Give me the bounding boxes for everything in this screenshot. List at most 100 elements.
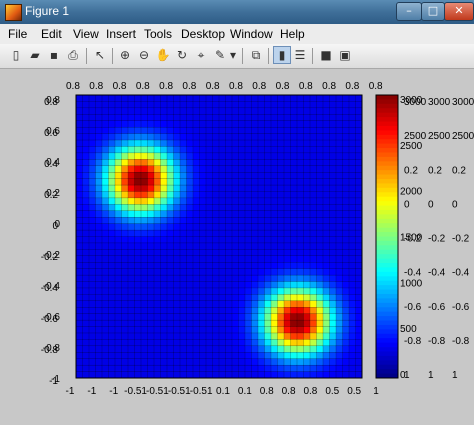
heatmap-cell <box>303 281 311 289</box>
colorbar-segment <box>376 249 398 255</box>
heatmap-cell <box>303 139 311 147</box>
minimize-button[interactable]: – <box>396 2 422 21</box>
heatmap-cell <box>244 255 252 263</box>
heatmap-cell <box>309 274 317 282</box>
heatmap-cell <box>355 217 363 225</box>
brush-dropdown-icon[interactable]: ▾ <box>229 48 237 62</box>
colorbar-segment <box>376 369 398 374</box>
heatmap-cell <box>88 345 96 353</box>
heatmap-cell <box>322 197 330 205</box>
heatmap-cell <box>270 229 278 237</box>
heatmap-cell <box>95 107 103 115</box>
heatmap-cell <box>95 133 103 141</box>
heatmap-cell <box>238 313 246 321</box>
heatmap-cell <box>342 152 350 160</box>
heatmap-cell <box>277 191 285 199</box>
heatmap-cell <box>244 139 252 147</box>
heatmap-cell <box>264 197 272 205</box>
zoom-out-icon[interactable]: ⊖ <box>138 48 150 62</box>
menu-help[interactable]: Help <box>280 27 305 41</box>
heatmap-cell <box>147 345 155 353</box>
heatmap-cell <box>231 281 239 289</box>
close-button[interactable]: ✕ <box>444 2 474 21</box>
heatmap-cell <box>218 352 226 360</box>
heatmap-cell <box>355 94 363 102</box>
heatmap-cell <box>140 345 148 353</box>
colorbar-segment <box>376 201 398 206</box>
y-tick-label: -0.4 <box>43 281 61 292</box>
heatmap-cell <box>179 287 187 295</box>
data-cursor-icon[interactable]: ⌖ <box>197 48 205 62</box>
heatmap-cell <box>348 287 356 295</box>
heatmap-cell <box>166 307 174 315</box>
colorbar-segment <box>376 293 398 299</box>
heatmap-cell <box>75 101 83 109</box>
show-plot-tools-icon[interactable]: ▣ <box>339 48 351 62</box>
rotate-3d-icon[interactable]: ↻ <box>176 48 188 62</box>
insert-legend-icon[interactable]: ☰ <box>294 48 306 62</box>
heatmap-cell <box>303 294 311 302</box>
heatmap-cell <box>179 358 187 366</box>
menu-insert[interactable]: Insert <box>106 27 137 41</box>
link-plot-icon[interactable]: ⧉ <box>251 48 261 62</box>
heatmap-cell <box>283 107 291 115</box>
heatmap-cell <box>166 287 174 295</box>
heatmap-cell <box>166 178 174 186</box>
heatmap-cell <box>173 146 181 154</box>
heatmap-cell <box>225 364 233 373</box>
colorbar-segment <box>376 342 398 348</box>
colorbar-tick-label: 2000 <box>400 187 423 198</box>
pan-icon[interactable]: ✋ <box>155 48 171 62</box>
menu-bar: File Edit View Insert Tools Desktop Wind… <box>0 24 474 44</box>
new-figure-icon[interactable]: ▯ <box>12 48 20 62</box>
menu-desktop[interactable]: Desktop <box>181 27 226 41</box>
heatmap-cell <box>173 339 181 347</box>
heatmap-cell <box>342 352 350 360</box>
heatmap-cell <box>101 371 109 379</box>
heatmap-cell <box>134 126 142 135</box>
heatmap-cell <box>108 332 116 340</box>
heatmap-cell <box>212 126 220 135</box>
heatmap-cell <box>225 152 233 160</box>
hide-plot-tools-icon[interactable]: ■ <box>320 48 332 62</box>
colorbar-segment <box>376 223 398 229</box>
menu-file[interactable]: File <box>8 27 28 41</box>
open-file-icon[interactable]: ▰ <box>30 48 40 62</box>
menu-edit[interactable]: Edit <box>41 27 62 41</box>
print-icon[interactable]: ⎙ <box>68 48 78 62</box>
heatmap-cell <box>212 184 220 192</box>
heatmap-cell <box>186 101 194 109</box>
zoom-in-icon[interactable]: ⊕ <box>119 48 131 62</box>
heatmap-cell <box>296 287 304 295</box>
heatmap-cell <box>218 358 226 366</box>
heatmap-cell <box>244 191 252 199</box>
heatmap-cell <box>342 262 350 270</box>
heatmap-cell <box>82 300 90 308</box>
heatmap-cell <box>179 197 187 205</box>
menu-window[interactable]: Window <box>230 27 273 41</box>
colorbar-side-label: -0.4 <box>428 268 446 279</box>
maximize-button[interactable]: □ <box>421 2 445 21</box>
heatmap-cell <box>238 184 246 192</box>
heatmap-cell <box>153 339 161 347</box>
heatmap-cell <box>283 191 291 199</box>
menu-view[interactable]: View <box>73 27 99 41</box>
colorbar-segment <box>376 316 398 321</box>
insert-colorbar-icon[interactable]: ▮ <box>273 46 291 64</box>
heatmap-cell <box>270 274 278 282</box>
heatmap-cell <box>257 352 265 360</box>
heatmap-cell <box>212 114 220 122</box>
heatmap-cell <box>290 184 298 192</box>
brush-icon[interactable]: ✎ <box>214 48 226 62</box>
heatmap-cell <box>114 313 122 321</box>
heatmap-cell <box>82 178 90 186</box>
heatmap-cell <box>179 172 187 180</box>
menu-tools[interactable]: Tools <box>144 27 173 41</box>
heatmap-cell <box>355 339 363 347</box>
heatmap-cell <box>231 101 239 109</box>
pointer-icon[interactable]: ↖ <box>94 48 106 62</box>
save-icon[interactable]: ▪ <box>49 48 59 62</box>
heatmap-cell <box>121 114 129 122</box>
heatmap-cell <box>173 307 181 315</box>
heatmap-cell <box>309 146 317 154</box>
